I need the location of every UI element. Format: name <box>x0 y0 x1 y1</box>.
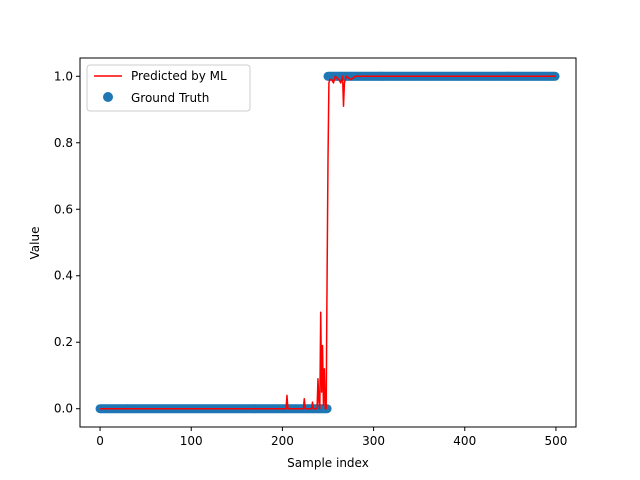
x-tick-label: 200 <box>271 434 294 448</box>
y-tick-label: 0.4 <box>54 269 73 283</box>
y-axis-label: Value <box>28 227 42 260</box>
x-tick-label: 0 <box>96 434 104 448</box>
legend-label-ground-truth: Ground Truth <box>131 91 209 105</box>
y-axis-ticks: 0.0 0.2 0.4 0.6 0.8 1.0 <box>54 69 80 416</box>
legend-box <box>86 64 251 112</box>
predicted-line <box>100 75 556 410</box>
x-tick-label: 300 <box>362 434 385 448</box>
x-axis-ticks: 0 100 200 300 400 500 <box>96 427 567 448</box>
y-tick-label: 0.8 <box>54 136 73 150</box>
y-tick-label: 0.6 <box>54 202 73 216</box>
x-axis-label: Sample index <box>287 456 369 470</box>
y-tick-label: 0.2 <box>54 335 73 349</box>
x-tick-label: 100 <box>180 434 203 448</box>
x-tick-label: 500 <box>544 434 567 448</box>
x-tick-label: 400 <box>453 434 476 448</box>
predicted-series <box>100 75 556 410</box>
legend-label-predicted: Predicted by ML <box>131 69 227 83</box>
y-tick-label: 0.0 <box>54 402 73 416</box>
plot-frame <box>79 57 577 428</box>
y-tick-label: 1.0 <box>54 69 73 83</box>
legend: Predicted by ML Ground Truth <box>86 64 251 112</box>
legend-marker-ground-truth <box>103 92 113 102</box>
